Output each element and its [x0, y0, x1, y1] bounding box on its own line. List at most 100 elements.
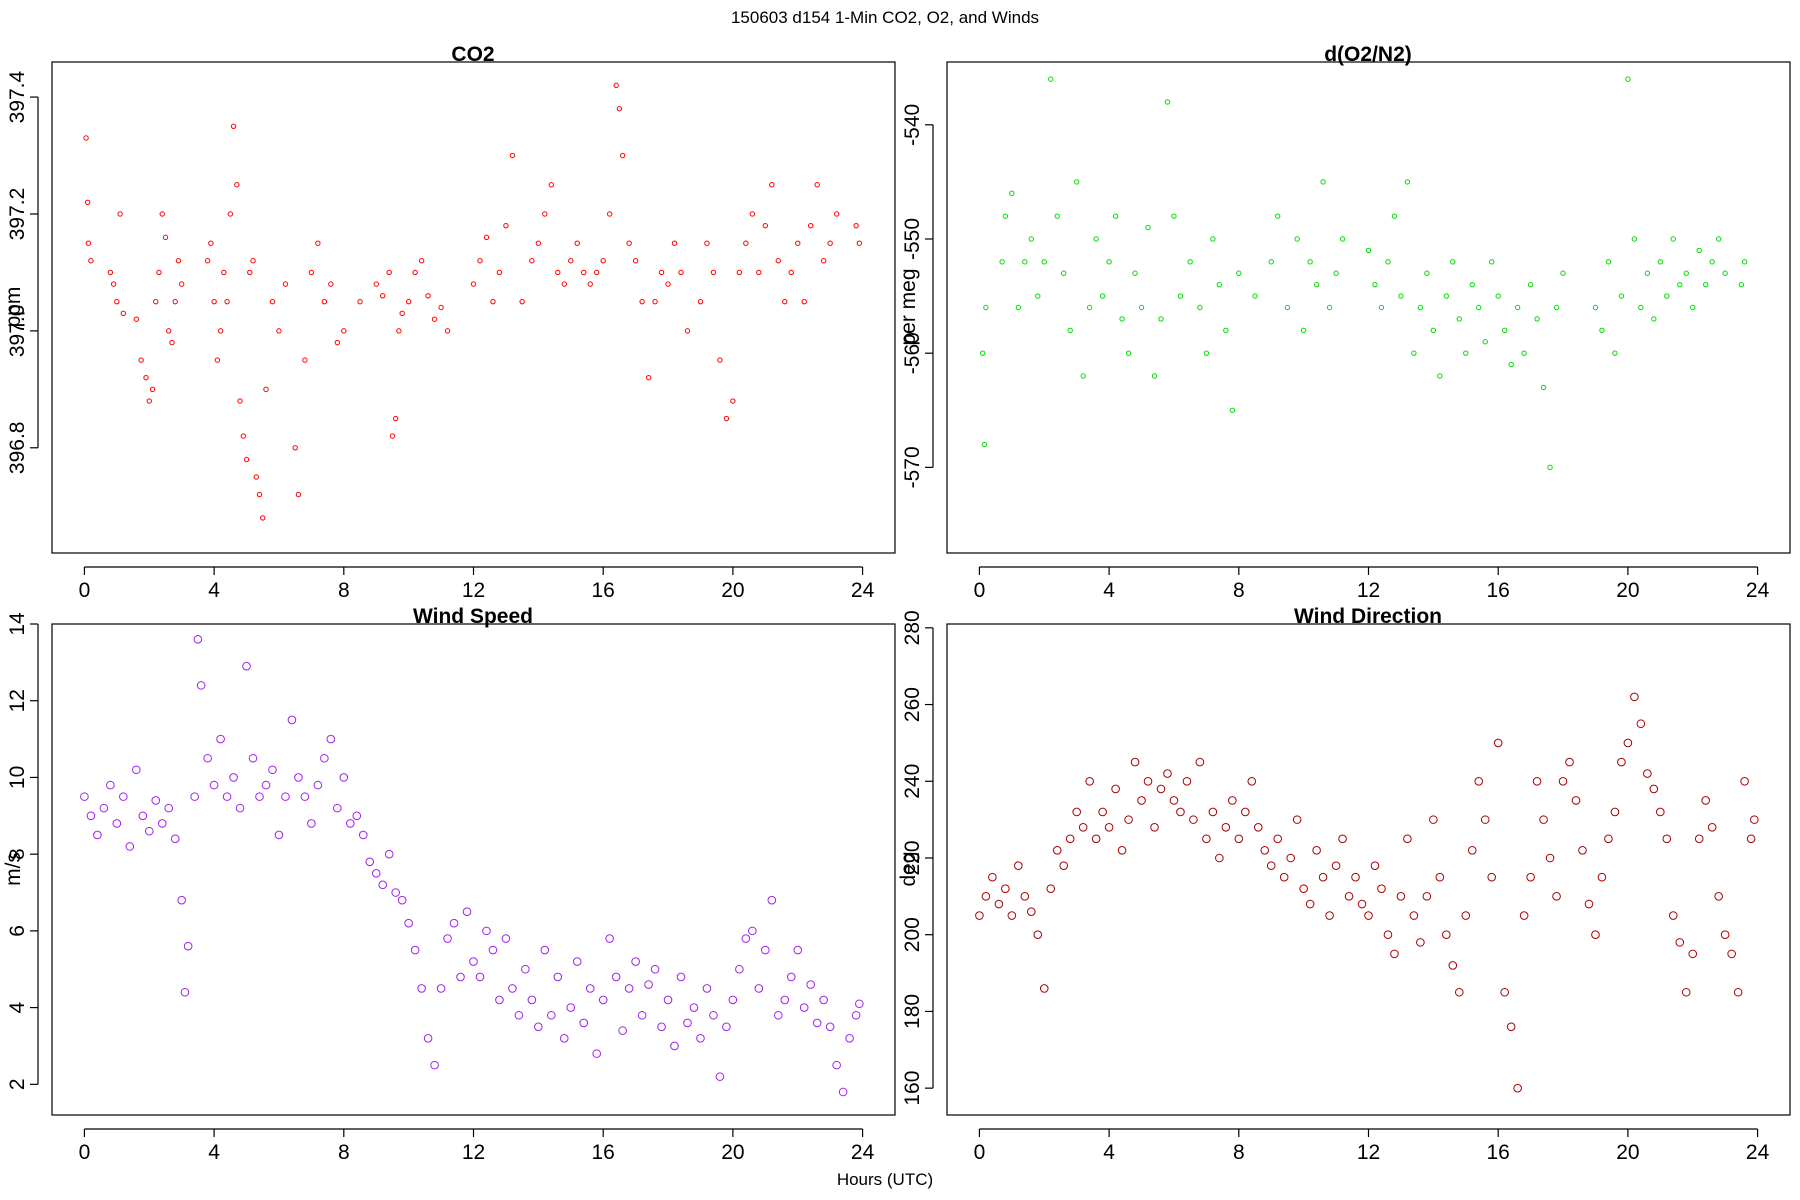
- wind-speed-data-point: [855, 999, 864, 1009]
- o2n2-y-tick-label: -550: [901, 218, 924, 260]
- wind-direction-data-point: [1429, 815, 1438, 824]
- co2-data-point: [166, 328, 172, 334]
- wind-direction-data-point: [1643, 769, 1652, 778]
- o2n2-data-point: [1015, 304, 1022, 311]
- wind-speed-data-point: [313, 780, 323, 790]
- wind-direction-plot-frame: [946, 623, 1791, 1116]
- co2-data-point: [373, 281, 379, 287]
- wind-speed-y-tick-label: 6: [6, 925, 29, 937]
- wind-direction-ticks: 0 4 8 12 16 20 24 160 180 200 220 240 260 280: [901, 610, 1770, 1164]
- o2n2-data-point: [1067, 327, 1073, 334]
- o2n2-data-point: [1300, 327, 1307, 334]
- co2-data-point: [84, 199, 91, 205]
- wind-direction-data-point: [1279, 872, 1289, 882]
- wind-direction-data-point: [1234, 834, 1244, 844]
- wind-direction-data-point: [1189, 815, 1198, 824]
- o2n2-data-point: [1709, 259, 1715, 265]
- o2n2-data-point: [1670, 236, 1676, 242]
- co2-data-point: [204, 258, 211, 264]
- wind-direction-data-point: [1364, 911, 1373, 920]
- wind-speed-data-point: [462, 907, 472, 916]
- wind-direction-data-point: [1467, 846, 1477, 855]
- co2-data-point: [808, 222, 814, 229]
- co2-data-point: [169, 339, 175, 346]
- o2n2-data-point: [1138, 304, 1145, 311]
- wind-direction-data-point: [1039, 984, 1049, 993]
- wind-direction-data-point: [975, 911, 984, 920]
- co2-data-point: [386, 269, 392, 276]
- co2-data-point: [613, 82, 619, 89]
- wind-speed-data-point: [106, 780, 115, 790]
- wind-speed-data-point: [423, 1033, 433, 1043]
- o2n2-points: [979, 76, 1748, 471]
- wind-direction-data-point: [1668, 911, 1678, 920]
- wind-direction-y-tick-label: 160: [901, 1071, 924, 1106]
- co2-y-tick-label: 396.8: [6, 422, 29, 475]
- o2n2-data-point: [1022, 259, 1028, 265]
- co2-data-point: [276, 328, 282, 334]
- o2n2-data-point: [1463, 350, 1469, 356]
- o2n2-data-point: [1294, 236, 1300, 242]
- wind-speed-data-point: [345, 819, 355, 828]
- o2n2-x-tick-label: 12: [1357, 579, 1380, 602]
- co2-data-point: [380, 293, 386, 299]
- wind-direction-data-point: [1260, 846, 1270, 855]
- wind-direction-y-tick-label: 280: [901, 610, 924, 645]
- o2n2-data-point: [1307, 259, 1313, 265]
- co2-data-point: [775, 258, 781, 264]
- co2-data-point: [405, 298, 412, 305]
- wind-speed-data-point: [255, 792, 264, 801]
- wind-speed-data-point: [209, 780, 219, 790]
- wind-speed-data-point: [99, 803, 109, 813]
- co2-data-point: [684, 328, 691, 334]
- co2-data-point: [561, 281, 567, 287]
- wind-speed-data-point: [391, 888, 400, 897]
- wind-direction-data-point: [1202, 834, 1211, 844]
- co2-data-point: [315, 240, 321, 246]
- wind-direction-data-point: [1117, 846, 1127, 855]
- wind-speed-data-point: [670, 1041, 679, 1051]
- wind-direction-data-point: [1422, 892, 1432, 901]
- o2n2-data-point: [983, 304, 989, 311]
- wind-direction-data-point: [1578, 846, 1587, 855]
- co2-data-point: [782, 298, 788, 305]
- wind-direction-data-point: [1014, 861, 1023, 870]
- wind-speed-data-point: [501, 934, 511, 943]
- wind-direction-data-point: [1052, 846, 1062, 855]
- wind-direction-x-tick-label: 8: [1233, 1141, 1245, 1164]
- wind-direction-data-point: [1442, 930, 1451, 940]
- o2n2-data-point: [1391, 213, 1398, 219]
- co2-data-point: [626, 240, 632, 246]
- co2-data-point: [490, 298, 496, 305]
- o2n2-x-tick-label: 16: [1487, 579, 1510, 602]
- o2n2-data-point: [1106, 259, 1112, 265]
- o2n2-data-point: [1054, 213, 1060, 219]
- o2n2-data-point: [1073, 179, 1080, 185]
- co2-data-point: [820, 258, 827, 264]
- wind-speed-data-point: [196, 681, 206, 690]
- co2-data-point: [616, 106, 623, 112]
- co2-data-point: [606, 211, 613, 217]
- wind-direction-data-point: [1344, 892, 1354, 901]
- o2n2-data-point: [1268, 259, 1274, 265]
- o2n2-data-point: [1320, 179, 1326, 185]
- wind-direction-data-point: [1091, 834, 1101, 844]
- wind-direction-y-tick-label: 240: [901, 764, 924, 799]
- o2n2-data-point: [1430, 327, 1437, 334]
- o2n2-data-point: [1125, 350, 1132, 356]
- co2-data-point: [645, 374, 652, 381]
- wind-direction-data-point: [1545, 853, 1555, 863]
- o2n2-y-tick-label: -560: [901, 332, 924, 374]
- wind-direction-data-point: [1007, 911, 1017, 920]
- wind-direction-x-tick-label: 16: [1487, 1141, 1510, 1164]
- wind-speed-data-point: [488, 945, 498, 955]
- wind-speed-data-point: [300, 792, 310, 801]
- wind-direction-data-point: [1681, 987, 1691, 997]
- o2n2-data-point: [1722, 270, 1728, 276]
- o2n2-data-point: [1527, 281, 1534, 288]
- wind-direction-data-point: [1098, 807, 1107, 817]
- wind-direction-data-point: [1085, 776, 1094, 786]
- wind-direction-data-point: [1001, 884, 1010, 893]
- co2-data-point: [85, 240, 92, 246]
- o2n2-y-tick-label: -570: [901, 446, 924, 488]
